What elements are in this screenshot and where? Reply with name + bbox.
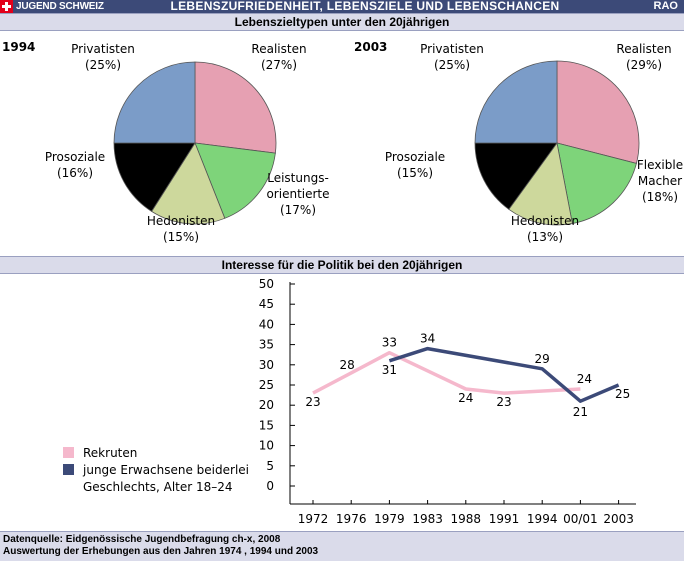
legend-swatch [63, 464, 74, 475]
x-tick-label: 1991 [489, 512, 520, 526]
page-title: LEBENSZUFRIEDENHEIT, LEBENSZIELE UND LEB… [170, 0, 560, 13]
pie-slice-label: Prosoziale (16%) [45, 150, 105, 180]
pie-year-label: 1994 [2, 40, 35, 54]
data-label: 31 [382, 363, 397, 377]
brand: JUGEND SCHWEIZ [0, 0, 104, 13]
x-tick-label: 1994 [527, 512, 558, 526]
data-label: 33 [382, 336, 397, 350]
series-line [312, 350, 581, 395]
x-tick-label: 1979 [374, 512, 405, 526]
x-tick-label: 1972 [298, 512, 329, 526]
pie-slice-label: Flexible Macher (18%) [637, 158, 683, 204]
pie-slice [508, 142, 573, 226]
pie-slice-label: Hedonisten (15%) [147, 214, 215, 244]
pie-slice [474, 60, 558, 144]
pie-slice-label: Realisten (29%) [616, 42, 671, 72]
y-tick-label: 50 [259, 277, 274, 291]
y-tick-label: 10 [259, 439, 274, 453]
brand-label: JUGEND SCHWEIZ [16, 1, 104, 12]
pie-slice-label: Privatisten (25%) [71, 42, 135, 72]
data-label: 29 [535, 352, 550, 366]
series-line [388, 346, 620, 403]
y-tick-label: 40 [259, 317, 274, 331]
y-tick-label: 25 [259, 378, 274, 392]
x-tick-label: 1988 [451, 512, 482, 526]
x-tick-label: 1983 [412, 512, 443, 526]
x-tick-label: 2003 [603, 512, 634, 526]
legend-label: junge Erwachsene beiderlei Geschlechts, A… [82, 463, 249, 494]
header-bar: JUGEND SCHWEIZ LEBENSZUFRIEDENHEIT, LEBE… [0, 0, 684, 13]
pie-slice-label: Privatisten (25%) [420, 42, 484, 72]
publisher-label: RAO [653, 0, 678, 12]
y-tick-label: 15 [259, 418, 274, 432]
pie-chart-2003: 2003 Realisten (29%) Flexible Macher (18%) Hed… [354, 40, 683, 244]
pie-slice [556, 142, 637, 225]
data-label: 25 [615, 387, 630, 401]
pie-slice [113, 142, 196, 212]
pie-slice [556, 60, 640, 164]
line-chart: 0 5 10 15 20 25 30 35 40 45 50 1972 1976 1979 1983 1988… [63, 277, 636, 526]
data-label: 24 [458, 391, 473, 405]
pie-slice-label: Prosoziale (15%) [385, 150, 445, 180]
data-label: 34 [420, 332, 435, 346]
pie-slice-label: Realisten (27%) [251, 42, 306, 72]
pie-slice-label: Hedonisten (13%) [511, 214, 579, 244]
swiss-flag-icon [0, 0, 13, 13]
y-tick-label: 0 [266, 479, 274, 493]
pie-slice [474, 142, 558, 210]
pie-slice [113, 61, 196, 144]
data-label: 23 [305, 395, 320, 409]
pie-slice [194, 142, 276, 219]
y-tick-label: 30 [259, 358, 274, 372]
pie-chart-1994: 1994 Realisten (27%) Leistungs-orientierte(… [2, 40, 330, 244]
footer: Datenquelle: Eidgenössische Jugendbefrag… [0, 531, 684, 561]
data-source: Datenquelle: Eidgenössische Jugendbefrag… [3, 534, 281, 545]
x-tick-label: 00/01 [563, 512, 598, 526]
pie-slice [151, 142, 226, 225]
y-tick-label: 45 [259, 297, 274, 311]
pie-slice [194, 61, 277, 154]
legend-label: Rekruten [83, 446, 137, 460]
pie-slice-label: Leistungs-orientierte (17%) [266, 171, 329, 217]
x-tick-label: 1976 [336, 512, 367, 526]
data-label: 24 [577, 372, 592, 386]
evaluation-note: Auswertung der Erhebungen aus den Jahren… [3, 546, 319, 557]
y-tick-label: 5 [266, 459, 274, 473]
legend-swatch [63, 447, 74, 458]
pie-year-label: 2003 [354, 40, 387, 54]
data-label: 23 [496, 395, 511, 409]
line-section-title: Interesse für die Politik bei den 20jähr… [0, 256, 684, 274]
y-tick-label: 20 [259, 398, 274, 412]
data-label: 28 [340, 358, 355, 372]
y-tick-label: 35 [259, 338, 274, 352]
data-label: 21 [573, 405, 588, 419]
pies-section-title: Lebenszieltypen unter den 20jährigen [0, 13, 684, 31]
